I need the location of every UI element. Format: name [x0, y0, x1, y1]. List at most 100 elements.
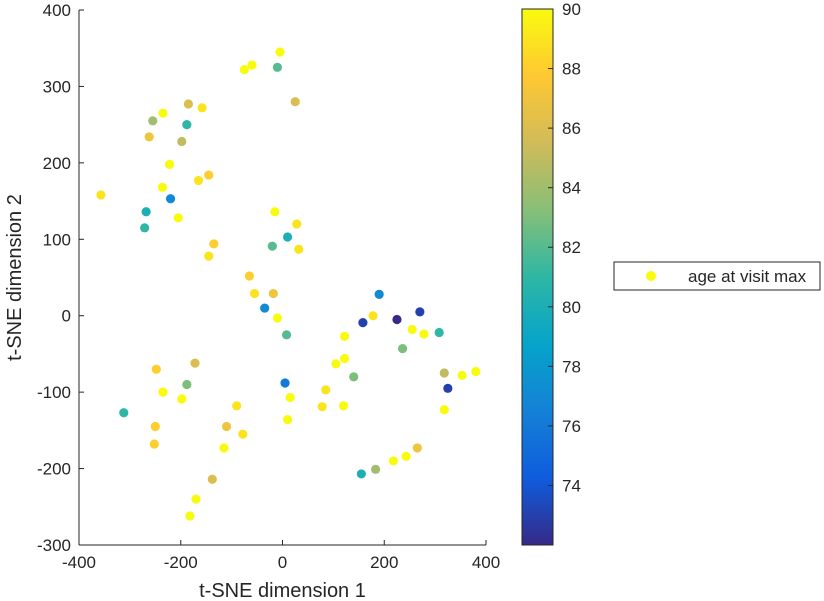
- scatter-point: [371, 464, 381, 474]
- scatter-point: [190, 358, 200, 368]
- scatter-point: [407, 324, 417, 335]
- y-axis-label: t-SNE dimension 2: [4, 194, 26, 361]
- scatter-point: [268, 288, 278, 299]
- scatter-point: [415, 307, 425, 317]
- scatter-point: [221, 421, 232, 432]
- y-tick-label: 100: [43, 230, 71, 249]
- legend-label: age at visit max: [688, 267, 807, 286]
- scatter-point: [281, 330, 292, 340]
- scatter-point: [204, 251, 214, 261]
- scatter-point: [148, 116, 158, 126]
- scatter-point: [182, 120, 192, 130]
- scatter-point: [388, 456, 399, 466]
- scatter-point: [219, 443, 229, 453]
- y-tick-label: -200: [37, 460, 71, 479]
- scatter-point: [392, 314, 402, 325]
- scatter-point: [397, 343, 408, 354]
- scatter-point: [439, 405, 449, 415]
- colorbar: 74 76 78 80 82 84 86 88 90: [521, 0, 581, 546]
- colorbar-gradient: [521, 8, 554, 546]
- scatter-point: [204, 170, 214, 180]
- scatter-point: [358, 317, 368, 328]
- plot-area: -400 -200 0 200 400 -300 -200 -100 0 100 200 300 40…: [37, 1, 500, 572]
- scatter-point: [149, 439, 159, 449]
- scatter-point: [285, 392, 295, 403]
- scatter-point: [140, 223, 150, 233]
- scatter-point: [144, 132, 154, 142]
- colorbar-tick-label: 90: [562, 0, 581, 19]
- scatter-point: [292, 219, 302, 229]
- x-axis-label: t-SNE dimension 1: [199, 580, 366, 601]
- scatter-point: [457, 370, 467, 380]
- legend-marker: [646, 271, 656, 281]
- colorbar-tick-label: 76: [562, 417, 581, 436]
- x-tick-label: 200: [370, 553, 398, 572]
- y-axis-ticks: -300 -200 -100 0 100 200 300 400: [37, 1, 84, 555]
- scatter-point: [157, 182, 168, 192]
- scatter-point: [151, 364, 161, 374]
- scatter-point: [290, 97, 300, 107]
- scatter-point: [294, 244, 304, 254]
- scatter-point: [368, 311, 378, 321]
- x-axis-ticks: -400 -200 0 200 400: [62, 540, 500, 572]
- scatter-point: [96, 190, 106, 200]
- scatter-point: [177, 136, 187, 147]
- colorbar-tick-label: 80: [562, 298, 581, 317]
- scatter-point: [356, 469, 366, 479]
- legend: age at visit max: [613, 261, 821, 291]
- scatter-point: [267, 241, 277, 251]
- colorbar-tick-label: 82: [562, 238, 581, 257]
- scatter-point: [158, 387, 168, 397]
- scatter-point: [244, 271, 255, 281]
- scatter-point: [272, 313, 283, 323]
- scatter-point: [239, 65, 249, 75]
- scatter-point: [165, 194, 176, 204]
- scatter-point: [141, 207, 151, 217]
- y-tick-label: -100: [37, 383, 71, 402]
- scatter-point: [339, 331, 350, 341]
- scatter-point: [238, 429, 248, 439]
- scatter-point: [321, 385, 331, 395]
- scatter-point: [191, 494, 201, 504]
- scatter-point: [331, 359, 341, 369]
- y-tick-label: 0: [62, 307, 71, 326]
- y-tick-label: -300: [37, 536, 71, 555]
- colorbar-tick-label: 74: [562, 476, 581, 495]
- x-tick-label: -200: [164, 553, 198, 572]
- axes-lines: [78, 10, 486, 546]
- scatter-point: [158, 108, 168, 118]
- x-tick-label: 400: [472, 553, 500, 572]
- scatter-point: [183, 99, 193, 109]
- scatter-point: [374, 289, 384, 299]
- scatter-point: [275, 47, 285, 57]
- scatter-point: [232, 401, 242, 411]
- scatter-point: [434, 327, 444, 338]
- scatter-point: [209, 239, 219, 249]
- scatter-point: [164, 159, 175, 169]
- scatter-point: [207, 474, 217, 484]
- scatter-point: [249, 288, 260, 299]
- scatter-point: [260, 303, 270, 313]
- scatter-point: [193, 175, 204, 186]
- scatter-point: [247, 60, 257, 70]
- scatter-point: [443, 383, 453, 393]
- colorbar-tick-label: 86: [562, 119, 581, 138]
- y-tick-label: 400: [43, 1, 71, 20]
- scatter-point: [177, 394, 187, 404]
- x-tick-label: -400: [62, 553, 96, 572]
- scatter-point: [272, 62, 283, 72]
- scatter-point: [185, 511, 195, 521]
- scatter-point: [173, 213, 183, 223]
- y-tick-label: 300: [43, 77, 71, 96]
- scatter-point: [270, 207, 280, 217]
- scatter-point: [471, 366, 481, 377]
- scatter-point: [282, 232, 293, 242]
- y-tick-label: 200: [43, 154, 71, 173]
- scatter-point: [412, 443, 422, 453]
- scatter-point: [182, 379, 192, 390]
- scatter-point: [150, 421, 160, 432]
- scatter-point: [349, 372, 359, 382]
- scatter-point: [197, 103, 207, 113]
- scatter-point: [282, 415, 293, 425]
